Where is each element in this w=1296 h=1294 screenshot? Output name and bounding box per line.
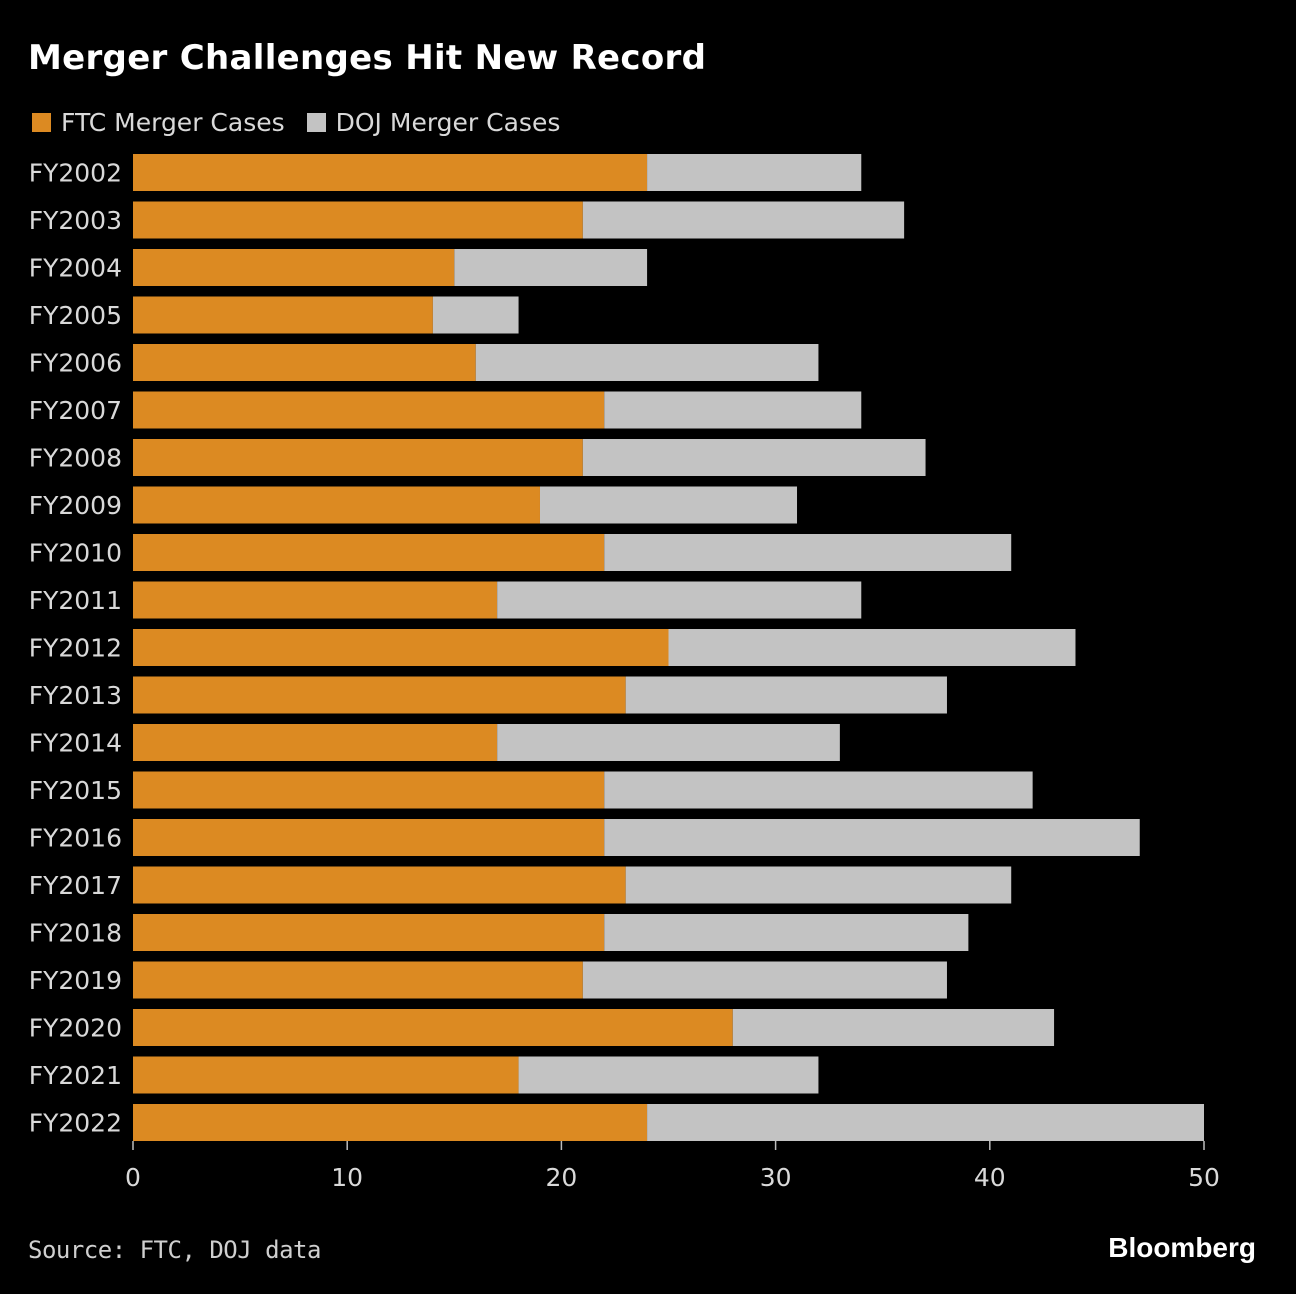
legend-item-ftc: FTC Merger Cases [32,108,285,137]
bar-ftc [133,296,433,334]
bar-doj [668,629,1076,666]
bar-doj [582,439,926,476]
bar-doj [582,201,905,239]
bar-doj [475,344,819,381]
category-label: FY2019 [29,966,122,995]
bar-doj [497,724,840,761]
bar-ftc [133,961,583,999]
category-label: FY2014 [29,729,122,758]
x-tick-label: 50 [1188,1163,1220,1192]
legend-label-doj: DOJ Merger Cases [335,108,561,137]
bar-ftc [133,771,605,809]
bar-ftc [133,1056,519,1094]
category-label: FY2005 [29,301,122,330]
x-tick-label: 10 [331,1163,363,1192]
bar-ftc [133,486,540,524]
category-label: FY2020 [29,1014,122,1043]
bar-doj [604,391,862,429]
category-label: FY2021 [29,1061,122,1090]
bar-ftc [133,676,626,714]
bar-doj [454,249,648,286]
chart-legend: FTC Merger Cases DOJ Merger Cases [32,108,582,137]
category-label: FY2015 [29,776,122,805]
category-label: FY2008 [29,444,122,473]
category-label: FY2013 [29,681,122,710]
bar-ftc [133,154,648,191]
bar-ftc [133,1104,648,1141]
bar-ftc [133,819,605,856]
category-label: FY2003 [29,206,122,235]
bloomberg-logo: Bloomberg [1108,1232,1256,1263]
legend-item-doj: DOJ Merger Cases [306,108,561,137]
bar-doj [582,961,947,999]
legend-swatch-ftc [32,113,51,132]
bar-doj [647,1104,1204,1141]
category-label: FY2016 [29,824,122,853]
bar-doj [604,771,1033,809]
bar-ftc [133,439,583,476]
bar-doj [497,581,862,619]
bar-doj [625,866,1012,904]
x-tick-label: 0 [125,1163,141,1192]
bar-ftc [133,866,626,904]
bar-ftc [133,534,605,571]
chart-title: Merger Challenges Hit New Record [28,38,707,78]
bar-ftc [133,344,476,381]
category-label: FY2006 [29,349,122,378]
bar-doj [604,819,1140,856]
category-label: FY2011 [29,586,122,615]
bar-ftc [133,629,669,666]
x-tick-label: 20 [545,1163,577,1192]
bar-ftc [133,249,455,286]
legend-label-ftc: FTC Merger Cases [61,108,285,137]
bar-doj [604,914,969,951]
category-label: FY2012 [29,634,122,663]
bar-ftc [133,914,605,951]
bar-ftc [133,391,605,429]
category-label: FY2010 [29,539,122,568]
bar-ftc [133,201,583,239]
category-label: FY2018 [29,919,122,948]
category-label: FY2022 [29,1109,122,1138]
bar-doj [539,486,798,524]
category-label: FY2002 [29,159,122,188]
bar-doj [732,1009,1055,1046]
category-label: FY2017 [29,871,122,900]
bar-ftc [133,581,498,619]
x-tick-label: 40 [974,1163,1006,1192]
bar-doj [647,154,862,191]
bar-doj [625,676,947,714]
source-note: Source: FTC, DOJ data [28,1236,321,1264]
bar-doj [604,534,1012,571]
x-tick-label: 30 [760,1163,792,1192]
bar-doj [518,1056,819,1094]
bar-doj [432,296,519,334]
legend-swatch-doj [306,113,326,132]
category-label: FY2004 [29,254,122,283]
category-label: FY2009 [29,491,122,520]
category-label: FY2007 [29,396,122,425]
bar-ftc [133,724,498,761]
bar-ftc [133,1009,733,1046]
